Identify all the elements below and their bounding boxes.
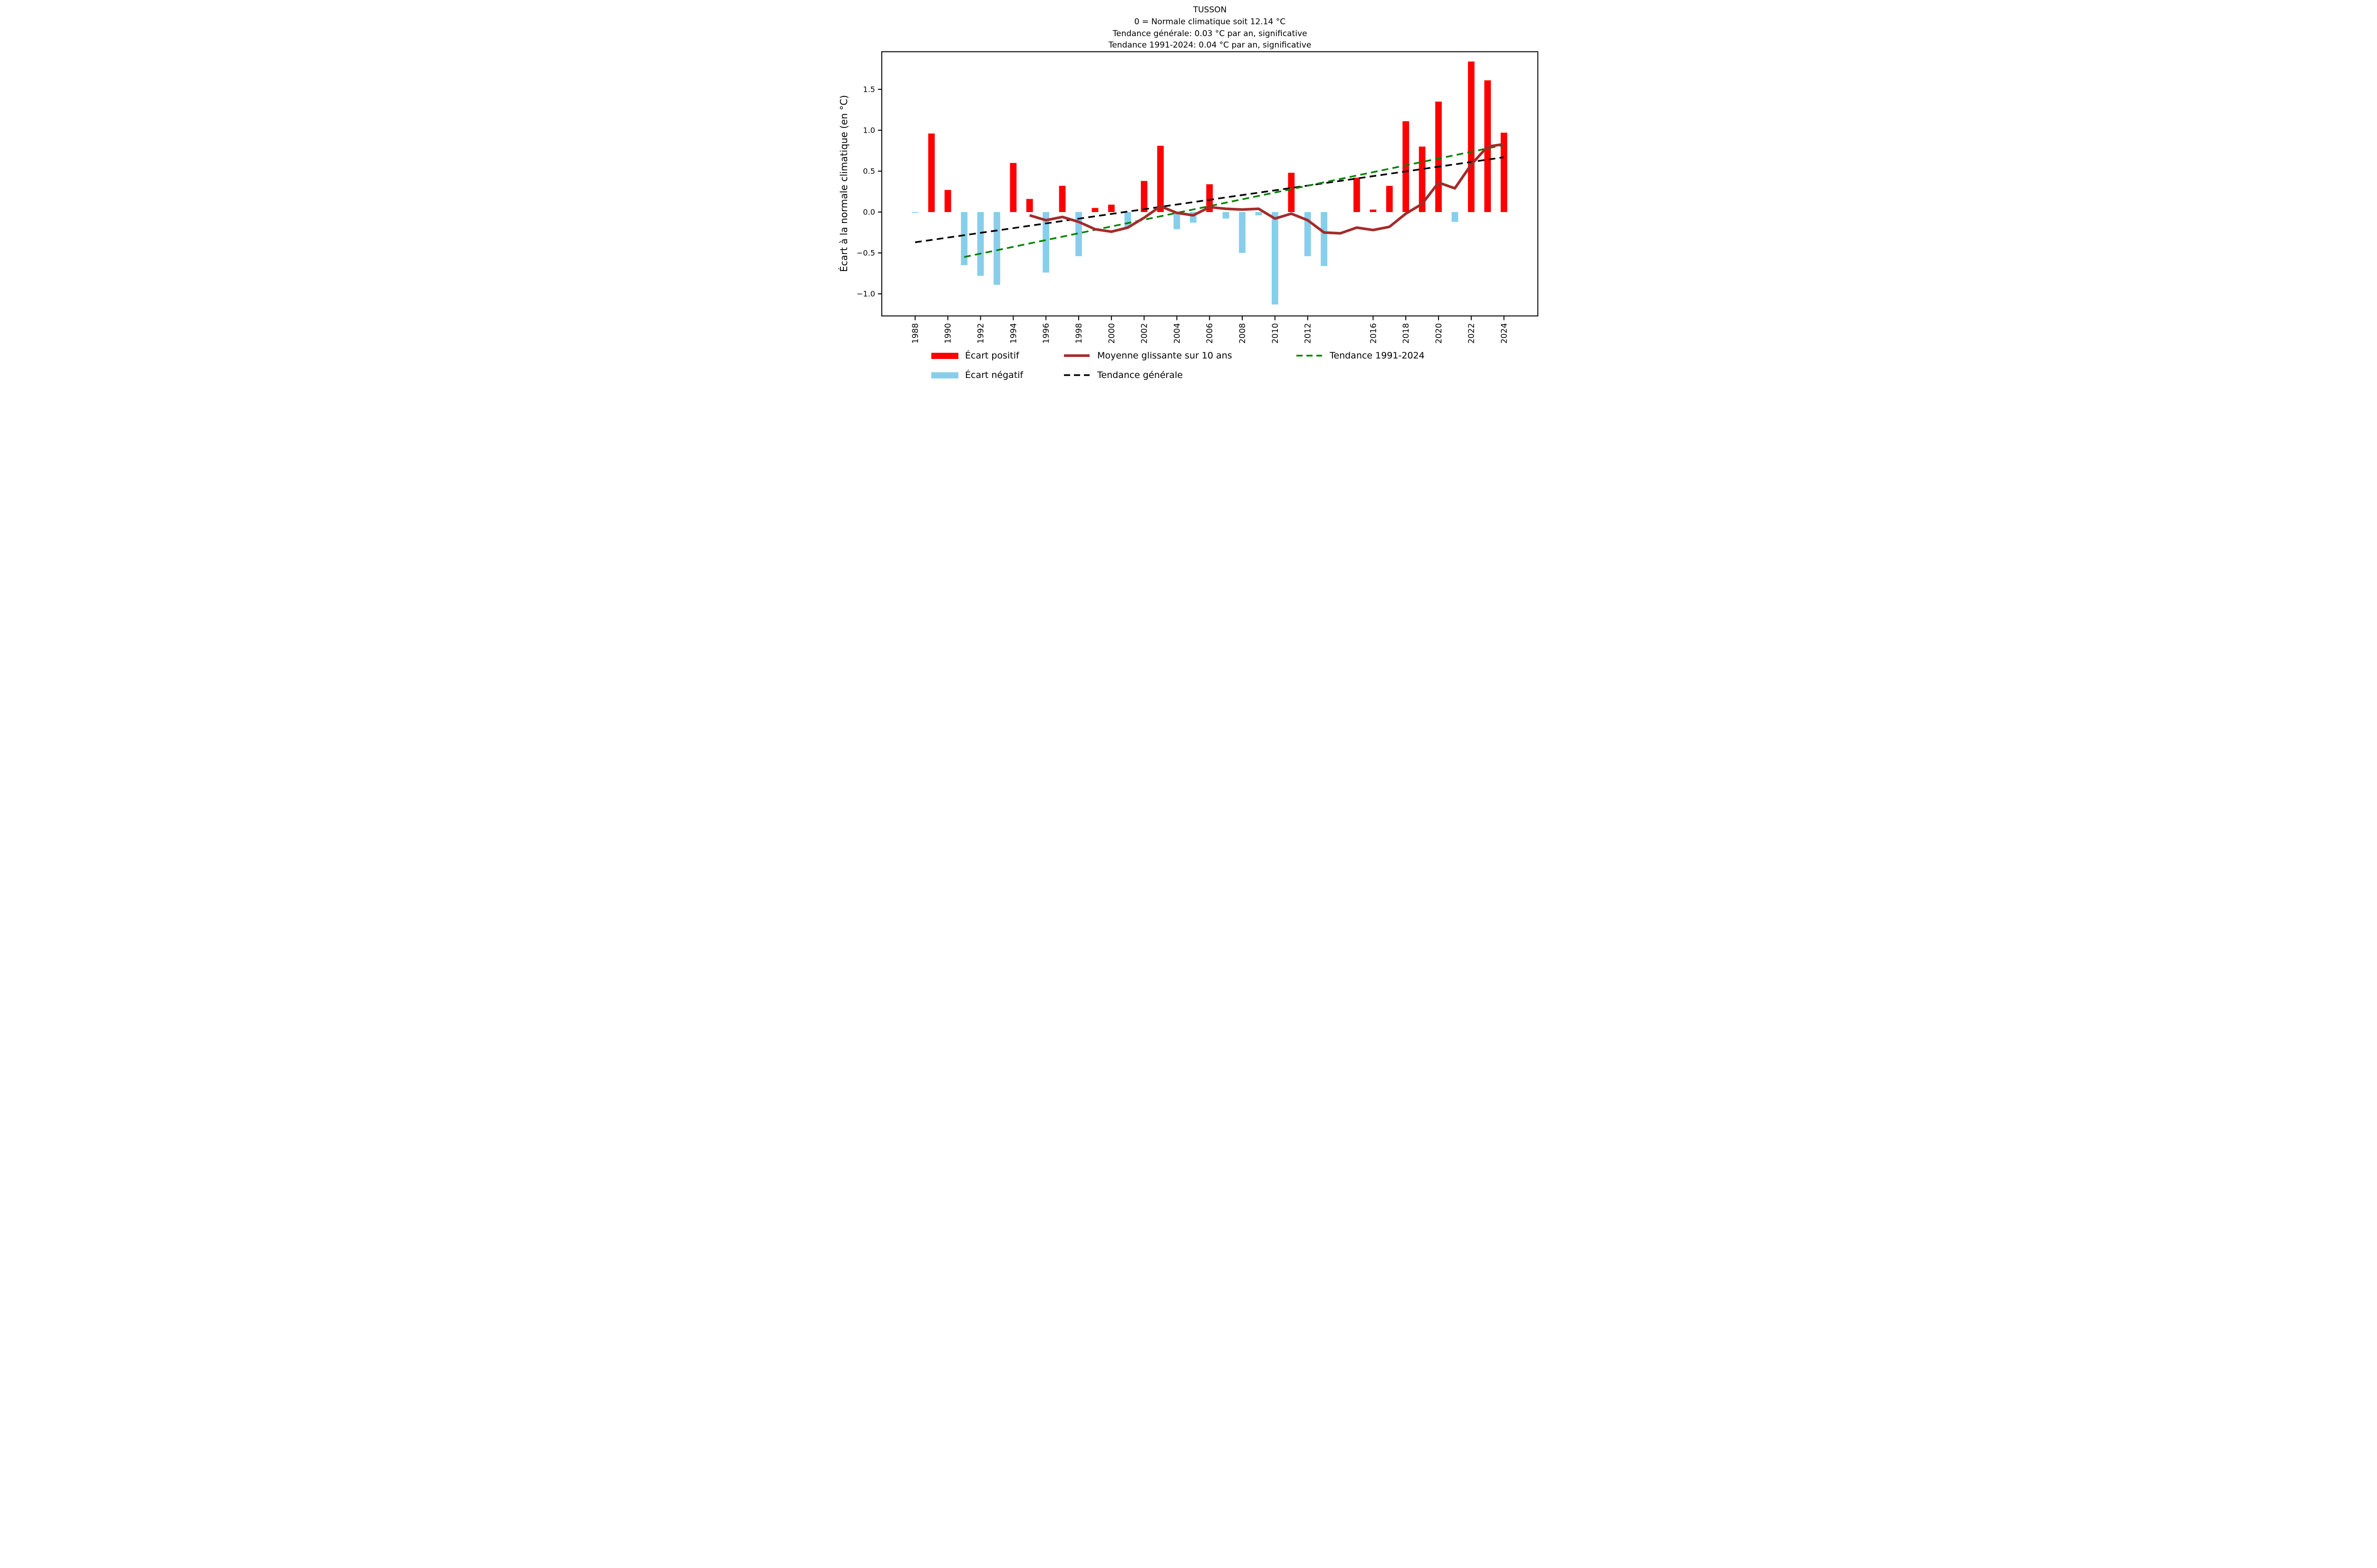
bar-2021 [1451,212,1459,222]
bar-2013 [1321,212,1327,266]
legend-label: Écart positif [965,350,1019,361]
moving-average-line-swatch [1064,354,1090,357]
climate-anomaly-chart: TUSSON 0 = Normale climatique soit 12.14… [838,5,1538,344]
plot-area: 1.5 1.0 0.5 0.0 −0.5 −1.0 1988 1990 1992 1994 1996… [857,51,1538,344]
y-tick-label: −1.0 [857,289,875,298]
positive-bar-swatch [931,352,958,359]
bar-2002 [1140,181,1148,212]
y-tick-label: 1.0 [863,126,875,135]
bar-1990 [944,190,951,212]
x-tick-label: 2016 [1369,323,1378,344]
legend-tendance-generale: Tendance générale [1063,370,1183,380]
bar-2000 [1108,204,1115,212]
moving-average-line [1029,143,1504,235]
legend-label: Tendance générale [1097,370,1183,380]
bar-2008 [1239,212,1246,253]
trend-1991-2024-line [964,144,1504,258]
legend-ecart-positif: Écart positif [931,350,1019,361]
y-tick-label: 1.5 [863,85,875,94]
legend-label: Tendance 1991-2024 [1330,350,1425,361]
legend-label: Écart négatif [965,370,1024,380]
chart-subtitle-trend-general: Tendance générale: 0.03 °C par an, signi… [1112,29,1307,39]
x-tick-label: 1996 [1042,323,1051,344]
x-tick-label: 2002 [1140,323,1150,344]
x-tick-label: 2010 [1271,323,1280,344]
x-tick-label: 1988 [911,323,920,344]
legend-ecart-negatif: Écart négatif [931,370,1023,380]
bar-2010 [1271,212,1278,305]
legend-tendance-1991-2024: Tendance 1991-2024 [1295,350,1425,361]
y-tick-label: 0.0 [863,207,875,216]
x-tick-label: 2012 [1304,323,1313,344]
x-tick-label: 1990 [944,323,953,344]
bar-2018 [1402,121,1409,212]
plot-spines [881,51,1538,317]
bar-1988 [912,212,918,213]
legend-label: Moyenne glissante sur 10 ans [1097,350,1232,361]
legend-moyenne-glissante: Moyenne glissante sur 10 ans [1063,350,1232,361]
bar-2011 [1288,173,1295,212]
bar-2009 [1255,212,1262,215]
x-tick-label: 2004 [1172,323,1182,344]
bar-2003 [1157,145,1164,212]
negative-bar-swatch [931,372,958,378]
x-tick-label: 2020 [1434,323,1444,344]
x-tick-label: 2000 [1107,323,1117,344]
bar-1995 [1026,199,1033,212]
bar-2020 [1435,101,1442,212]
x-tick-label: 1992 [976,323,986,344]
trend-general-line-swatch [1064,374,1090,376]
trend-1991-2024-line-swatch [1296,355,1322,357]
y-tick-label: 0.5 [863,166,875,175]
bar-1999 [1092,208,1099,212]
y-axis-label: Écart à la normale climatique (en °C) [838,95,850,272]
bar-2015 [1353,177,1360,212]
bar-1992 [977,212,984,276]
chart-page: TUSSON 0 = Normale climatique soit 12.14… [835,0,1542,392]
bar-2024 [1500,133,1507,212]
x-tick-label: 2024 [1500,323,1509,344]
trend-general-line [915,156,1504,243]
bar-1996 [1043,212,1050,273]
x-tick-label: 2008 [1238,323,1247,344]
bar-2016 [1370,209,1377,212]
bar-2007 [1222,212,1229,219]
bar-2019 [1419,146,1426,212]
bar-1994 [1010,163,1017,212]
x-tick-label: 1998 [1074,323,1084,344]
x-tick-label: 1994 [1009,323,1018,344]
bar-1997 [1059,185,1066,212]
bar-2017 [1386,185,1393,212]
bar-1989 [928,133,935,212]
x-tick-label: 2018 [1401,323,1411,344]
bar-2022 [1468,61,1475,212]
x-tick-label: 2006 [1205,323,1215,344]
bar-1993 [994,212,1000,285]
bar-2004 [1173,212,1180,230]
x-tick-label: 2022 [1467,323,1477,344]
chart-title: TUSSON [1193,5,1227,15]
chart-subtitle-trend-1991-2024: Tendance 1991-2024: 0.04 °C par an, sign… [1108,40,1312,50]
bar-1991 [961,212,968,265]
y-tick-label: −0.5 [857,248,875,257]
chart-subtitle-normale: 0 = Normale climatique soit 12.14 °C [1134,17,1285,27]
bar-2012 [1304,212,1311,256]
